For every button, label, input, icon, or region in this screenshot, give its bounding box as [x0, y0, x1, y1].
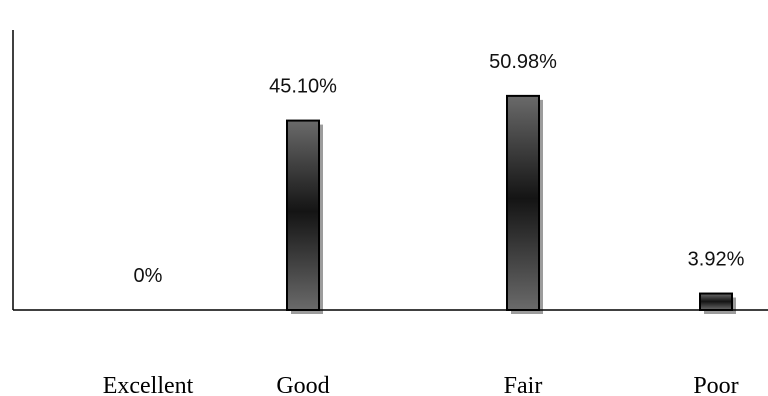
bars-layer	[286, 94, 736, 314]
data-label-excellent: 0%	[134, 265, 163, 287]
bar-poor	[699, 292, 733, 312]
bar-good	[286, 119, 320, 311]
labels-layer: 0% Excellent 45.10% Good 50.98% Fair 3.92% Poor	[103, 51, 745, 396]
axes-layer	[12, 30, 768, 311]
data-label-good: 45.10%	[269, 76, 337, 98]
category-label-poor: Poor	[693, 373, 738, 396]
category-label-excellent: Excellent	[103, 373, 194, 396]
category-label-fair: Fair	[504, 373, 543, 396]
bar-fair	[506, 94, 540, 311]
data-label-poor: 3.92%	[688, 249, 745, 271]
category-label-good: Good	[276, 373, 329, 396]
data-label-fair: 50.98%	[489, 51, 557, 73]
